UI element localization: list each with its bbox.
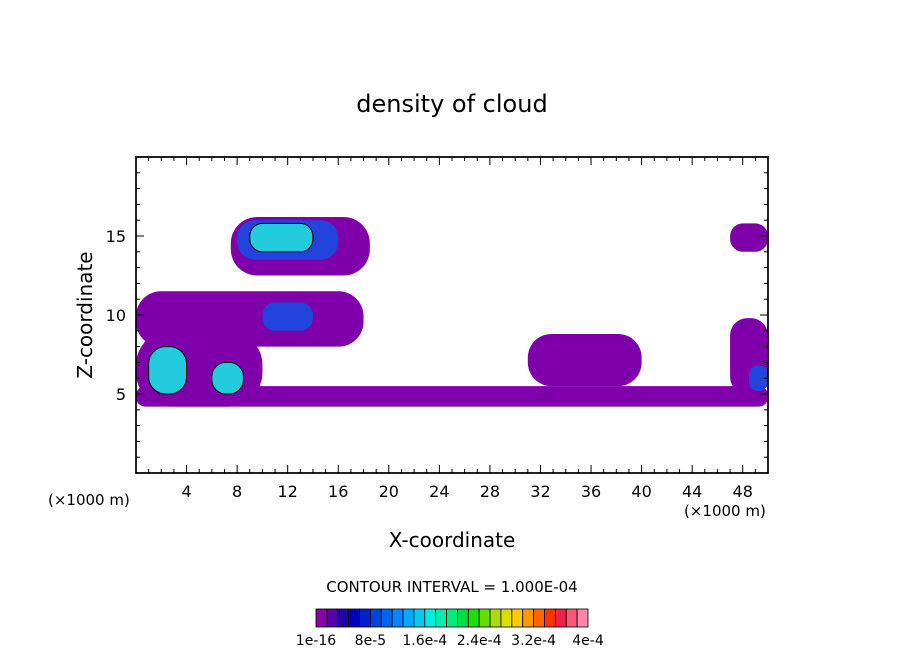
cloud-region-low-density-6: [136, 386, 768, 407]
x-tick-label: 36: [581, 482, 601, 501]
x-tick-label: 20: [379, 482, 399, 501]
cloud-region-high-density-8: [148, 346, 187, 394]
colorbar-cell: [402, 608, 415, 628]
y-axis-label: Z-coordinate: [73, 251, 97, 378]
colorbar-cell: [522, 608, 534, 628]
x-tick-label: 48: [733, 482, 753, 501]
colorbar-cell: [533, 608, 545, 628]
cloud-region-high-density-3: [249, 223, 313, 252]
chart-title: density of cloud: [356, 90, 547, 118]
colorbar-cell: [391, 608, 404, 628]
cloud-density-shading: [136, 217, 768, 407]
x-tick-label: 16: [328, 482, 348, 501]
plot-area: [135, 156, 769, 474]
x-tick-label: 44: [682, 482, 702, 501]
x-tick-label: 24: [429, 482, 449, 501]
x-tick-label: 32: [530, 482, 550, 501]
colorbar-cell: [489, 608, 502, 628]
colorbar-tick-label: 1.6e-4: [402, 633, 447, 649]
x-tick-label: 28: [480, 482, 500, 501]
contour-line-1: [148, 346, 188, 395]
colorbar-cell: [554, 608, 567, 628]
colorbar-cell: [315, 608, 328, 628]
colorbar-labels: 1e-16 8e-5 1.6e-4 2.4e-4 3.2e-4 4e-4: [296, 633, 604, 649]
cloud-region-low-density-10: [527, 333, 642, 387]
colorbar-tick-label: 3.2e-4: [511, 633, 556, 649]
colorbar-tick-label: 4e-4: [572, 633, 604, 649]
x-tick-labels: 4 8 12 16 20 24 28 32 36 40 44 48: [181, 482, 752, 501]
colorbar-cell: [565, 608, 578, 628]
colorbar-cell: [348, 608, 360, 628]
colorbar-tick-label: 8e-5: [355, 633, 386, 649]
colorbar-cell: [457, 608, 469, 628]
x-tick-label: 4: [181, 482, 191, 501]
y-unit-note: (×1000 m): [48, 491, 130, 509]
x-tick-label: 12: [278, 482, 298, 501]
colorbar-cell: [500, 608, 513, 628]
colorbar-tick-label: 1e-16: [296, 633, 336, 649]
colorbar-tick-label: 2.4e-4: [457, 633, 502, 649]
colorbar: [315, 608, 589, 628]
colorbar-cell: [326, 608, 339, 628]
y-tick-labels: 5 10 15: [106, 227, 126, 404]
contour-line-0: [249, 222, 314, 253]
plot-frame-border: [135, 156, 769, 474]
x-unit-note: (×1000 m): [684, 502, 766, 520]
colorbar-cell: [576, 608, 589, 628]
x-tick-label: 40: [631, 482, 651, 501]
colorbar-cell: [478, 608, 491, 628]
colorbar-cell: [544, 608, 556, 628]
cloud-region-low-density-13: [730, 223, 768, 252]
colorbar-cell: [424, 608, 437, 628]
colorbar-cell: [467, 608, 480, 628]
colorbar-cell: [369, 608, 382, 628]
y-tick-label: 15: [106, 227, 126, 246]
colorbar-cell: [446, 608, 458, 628]
y-tick-label: 10: [106, 306, 126, 325]
cloud-region-mid-density-5: [262, 302, 313, 331]
cloud-region-mid-density-12: [749, 365, 768, 391]
colorbar-cell: [337, 608, 350, 628]
colorbar-cell: [435, 608, 447, 628]
colorbar-cell: [380, 608, 393, 628]
colorbar-cell: [359, 608, 371, 628]
cloud-region-high-density-9: [211, 362, 244, 394]
x-tick-label: 8: [232, 482, 242, 501]
colorbar-cell: [413, 608, 426, 628]
y-tick-label: 5: [116, 385, 126, 404]
colorbar-cell: [511, 608, 524, 628]
axis-ticks: [136, 157, 768, 473]
contour-interval-label: CONTOUR INTERVAL = 1.000E-04: [326, 578, 577, 596]
x-axis-label: X-coordinate: [389, 528, 516, 552]
contour-line-2: [211, 361, 244, 395]
